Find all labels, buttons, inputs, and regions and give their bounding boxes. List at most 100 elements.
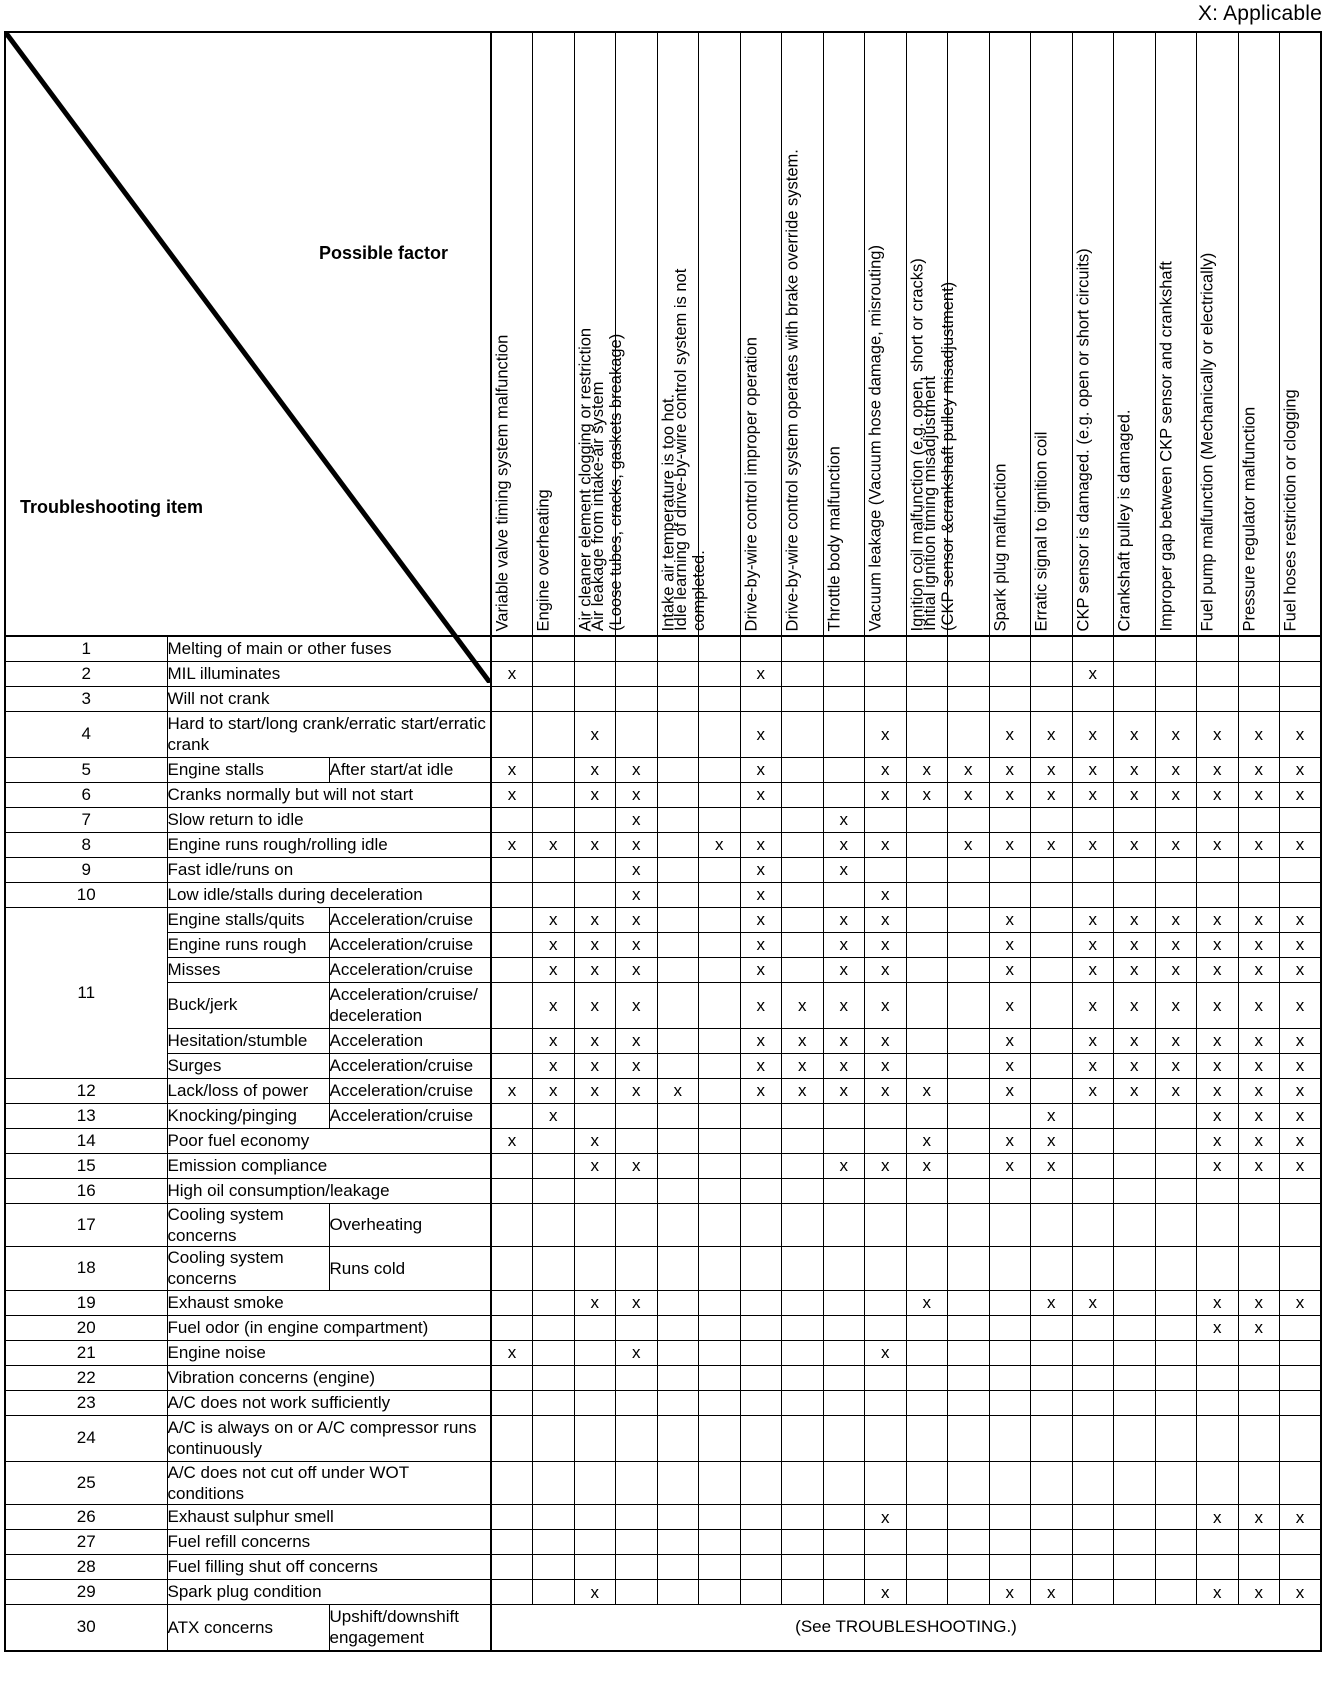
matrix-cell-r17-c17	[1154, 1202, 1197, 1247]
matrix-cell-r19-c7	[739, 1289, 782, 1316]
matrix-cell-r1-c13	[988, 635, 1031, 662]
matrix-cell-r21-c15	[1071, 1339, 1114, 1366]
matrix-cell-r28-c7	[739, 1554, 782, 1580]
row-sublabel: Runs cold	[328, 1246, 492, 1291]
column-header-line1: Throttle body malfunction	[825, 445, 844, 631]
matrix-cell-r23-c10	[864, 1389, 907, 1416]
matrix-cell-r7-c7	[739, 806, 782, 833]
matrix-cell-r2-c10	[864, 660, 907, 687]
matrix-mark-r5-c10: x	[864, 756, 907, 783]
matrix-cell-r15-c1	[490, 1152, 533, 1179]
matrix-cell-r29-c2	[532, 1579, 575, 1605]
matrix-cell-r14-c5	[656, 981, 699, 1029]
table-row: Hesitation/stumble Acceleration x x x x x x x x x x…	[5, 1027, 1322, 1054]
matrix-mark-r26-c19: x	[1237, 1504, 1280, 1530]
matrix-mark-r19-c20: x	[1279, 1289, 1322, 1316]
column-header-3: Air cleaner element clogging or restrict…	[573, 31, 616, 637]
matrix-cell-r28-c4	[615, 1554, 658, 1580]
matrix-cell-r16-c11	[905, 1177, 948, 1204]
matrix-cell-r12-c14	[1030, 1077, 1073, 1104]
matrix-cell-r14-c7	[739, 1127, 782, 1154]
matrix-cell-r7-c19	[1237, 806, 1280, 833]
matrix-cell-r16-c8	[781, 1177, 824, 1204]
matrix-cell-r1-c12	[947, 635, 990, 662]
column-header-13: Spark plug malfunction	[988, 31, 1031, 637]
column-header-17: Improper gap between CKP sensor and cran…	[1154, 31, 1197, 637]
table-row: 8 Engine runs rough/rolling idle x x x x x x x x x…	[4, 831, 1322, 858]
matrix-cell-r25-c5	[656, 1460, 699, 1505]
matrix-cell-r24-c12	[947, 1414, 990, 1462]
column-header-line1: Spark plug malfunction	[991, 463, 1010, 631]
matrix-cell-r26-c14	[1030, 1504, 1073, 1530]
matrix-mark-r7-c4: x	[615, 806, 658, 833]
matrix-mark-r13-c2: x	[532, 1102, 575, 1129]
matrix-cell-r5-c9	[822, 756, 865, 783]
matrix-cell-r16-c1	[490, 1052, 533, 1079]
matrix-mark-r16-c18: x	[1196, 1052, 1239, 1079]
matrix-mark-r6-c15: x	[1071, 781, 1114, 808]
matrix-mark-r26-c18: x	[1196, 1504, 1239, 1530]
matrix-mark-r19-c3: x	[573, 1289, 616, 1316]
matrix-cell-r28-c12	[947, 1554, 990, 1580]
matrix-mark-r21-c10: x	[864, 1339, 907, 1366]
row-number: 25	[4, 1460, 168, 1505]
matrix-mark-r19-c15: x	[1071, 1289, 1114, 1316]
table-row: Misses Acceleration/cruise x x x x x x x x x x x x x	[5, 956, 1322, 983]
matrix-cell-r26-c17	[1154, 1504, 1197, 1530]
column-header-text: Throttle body malfunction	[825, 35, 843, 631]
matrix-mark-r12-c7: x	[739, 931, 782, 958]
matrix-cell-r27-c11	[905, 1529, 948, 1555]
matrix-cell-r3-c3	[573, 685, 616, 712]
matrix-cell-r28-c10	[864, 1554, 907, 1580]
matrix-mark-r12-c9: x	[822, 1077, 865, 1104]
column-header-text: Air leakage from intake-air system (Loose…	[589, 35, 626, 631]
matrix-cell-r26-c1	[490, 1504, 533, 1530]
matrix-mark-r15-c14: x	[1030, 1152, 1073, 1179]
column-header-text: Fuel hoses restriction or clogging	[1282, 35, 1300, 631]
matrix-cell-r27-c18	[1196, 1529, 1239, 1555]
matrix-cell-r20-c7	[739, 1314, 782, 1341]
matrix-cell-r2-c8	[781, 660, 824, 687]
matrix-cell-r17-c18	[1196, 1202, 1239, 1247]
matrix-cell-r29-c6	[698, 1579, 741, 1605]
matrix-cell-r13-c10	[864, 1102, 907, 1129]
row-label: Engine noise	[166, 1339, 492, 1366]
matrix-cell-r3-c7	[739, 685, 782, 712]
matrix-cell-r18-c11	[905, 1246, 948, 1291]
matrix-cell-r26-c12	[947, 1504, 990, 1530]
matrix-mark-r13-c19: x	[1237, 1102, 1280, 1129]
matrix-mark-r7-c9: x	[822, 806, 865, 833]
column-header-text: Crankshaft pulley is damaged.	[1116, 35, 1134, 631]
column-header-text: Drive-by-wire control system operates wi…	[784, 35, 802, 631]
matrix-cell-r2-c19	[1237, 660, 1280, 687]
matrix-mark-r15-c2: x	[532, 1027, 575, 1054]
matrix-cell-r28-c15	[1071, 1554, 1114, 1580]
matrix-cell-r3-c18	[1196, 685, 1239, 712]
matrix-cell-r1-c7	[739, 635, 782, 662]
matrix-cell-r13-c13	[988, 1102, 1031, 1129]
matrix-mark-r4-c14: x	[1030, 710, 1073, 758]
matrix-mark-r13-c20: x	[1279, 1102, 1322, 1129]
matrix-cell-r9-c3	[573, 856, 616, 883]
matrix-mark-r6-c3: x	[573, 781, 616, 808]
table-row: 16 High oil consumption/leakage	[4, 1177, 1322, 1204]
matrix-cell-r14-c14	[1030, 981, 1073, 1029]
table-row: 12 Lack/loss of power Acceleration/cruise x…	[4, 1077, 1322, 1104]
matrix-cell-r7-c13	[988, 806, 1031, 833]
matrix-mark-r12-c17: x	[1154, 931, 1197, 958]
matrix-cell-r22-c7	[739, 1364, 782, 1391]
matrix-cell-r24-c3	[573, 1414, 616, 1462]
matrix-cell-r20-c15	[1071, 1314, 1114, 1341]
matrix-cell-r13-c16	[1113, 1102, 1156, 1129]
row-number: 21	[4, 1339, 168, 1366]
matrix-cell-r10-c15	[1071, 881, 1114, 908]
matrix-mark-r14-c4: x	[615, 981, 658, 1029]
matrix-cell-r10-c11	[905, 881, 948, 908]
matrix-mark-r2-c15: x	[1071, 660, 1114, 687]
row-label: Exhaust smoke	[166, 1289, 492, 1316]
column-header-text: Spark plug malfunction	[991, 35, 1009, 631]
matrix-cell-r24-c9	[822, 1414, 865, 1462]
row-number: 29	[4, 1579, 168, 1605]
matrix-mark-r19-c14: x	[1030, 1289, 1073, 1316]
matrix-mark-r13-c14: x	[1030, 1102, 1073, 1129]
